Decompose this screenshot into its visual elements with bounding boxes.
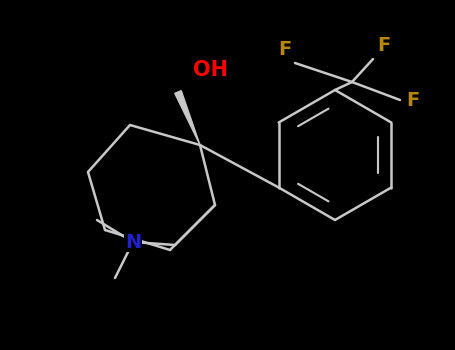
Text: F: F [278, 40, 291, 59]
Text: F: F [406, 91, 419, 110]
Text: F: F [377, 36, 390, 55]
Text: N: N [125, 232, 141, 252]
Text: OH: OH [193, 60, 228, 80]
Polygon shape [175, 91, 200, 145]
